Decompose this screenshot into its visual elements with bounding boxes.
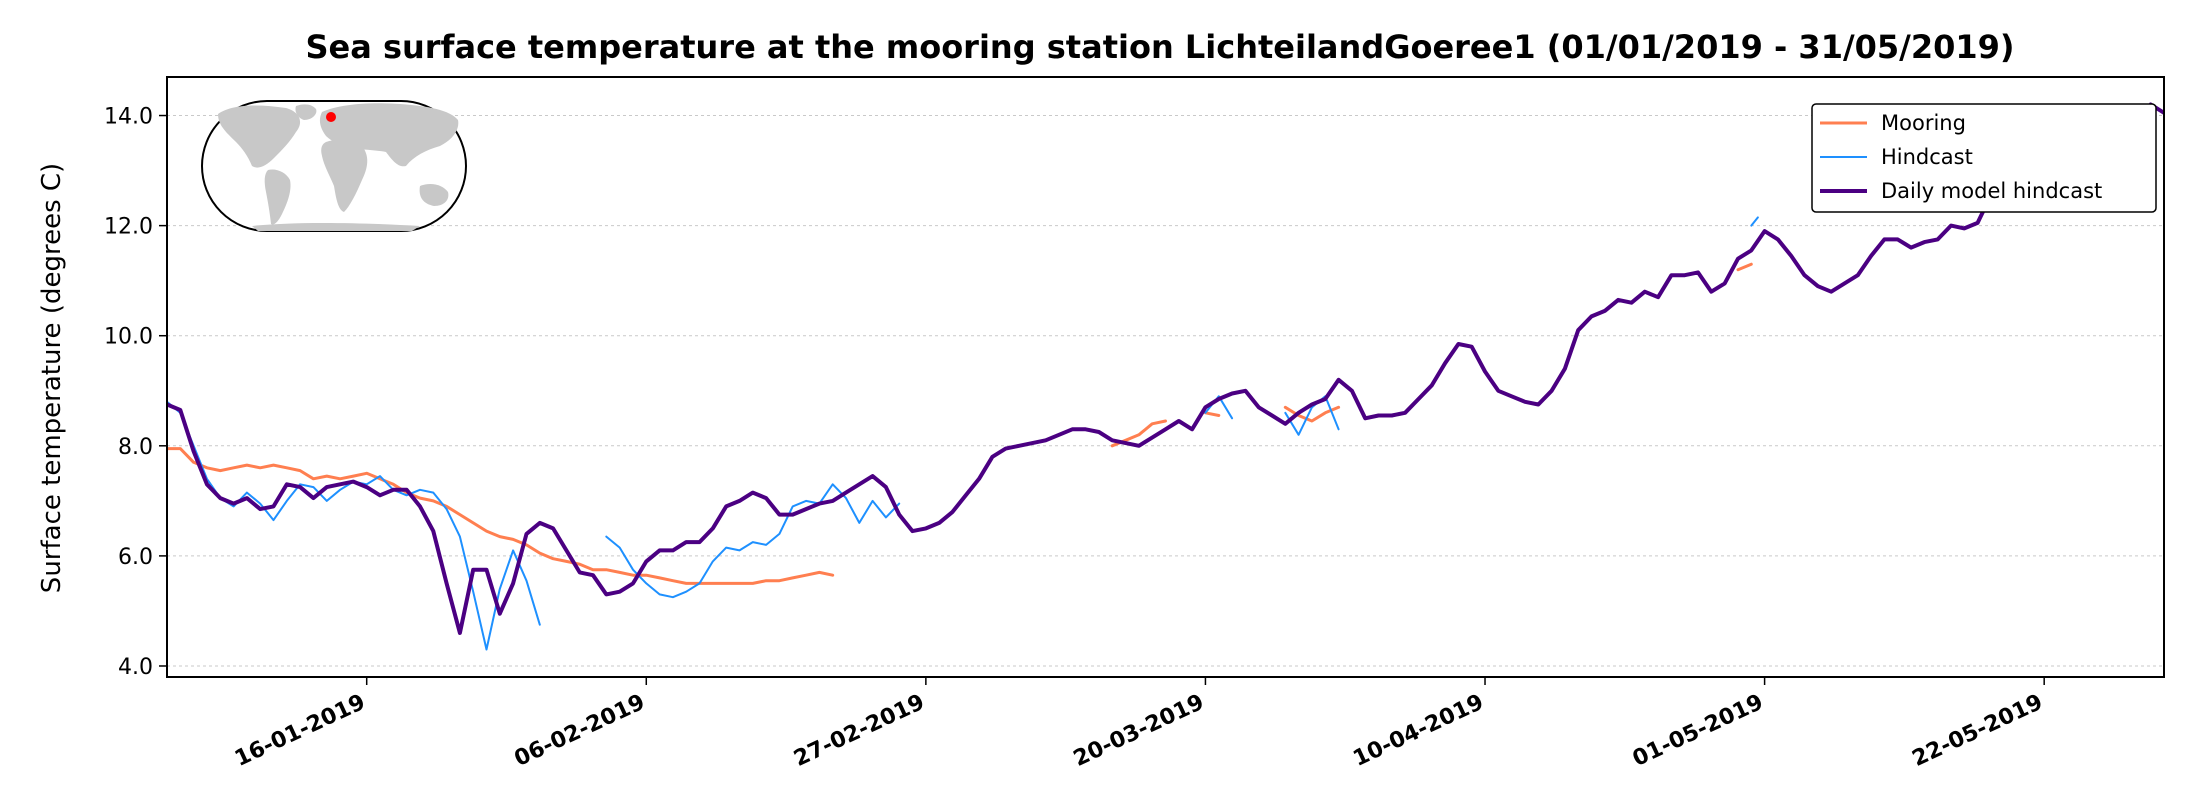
- series-line-hindcast: [1204, 395, 1234, 420]
- y-tick-label: 8.0: [118, 435, 153, 460]
- legend-box: [1811, 103, 2157, 213]
- europe-asia: [319, 103, 459, 167]
- legend-label-daily-model: Daily model hindcast: [1881, 179, 2102, 203]
- series-line-mooring: [1736, 262, 1753, 272]
- y-tick-label: 6.0: [118, 545, 153, 570]
- x-tick-label: 20-03-2019: [1070, 690, 1208, 772]
- y-tick-label: 10.0: [104, 325, 153, 350]
- south-america: [264, 169, 291, 225]
- x-axis: 16-01-2019 06-02-2019 27-02-2019 20-03-2019…: [231, 677, 2047, 772]
- series-line-mooring: [1203, 411, 1221, 417]
- y-tick-label: 12.0: [104, 215, 153, 240]
- y-axis-label: Surface temperature (degrees C): [37, 163, 67, 593]
- x-tick-label: 22-05-2019: [1909, 690, 2047, 772]
- series-line-mooring: [1283, 405, 1341, 423]
- axes-frame: [166, 76, 2165, 678]
- greenland: [295, 104, 317, 120]
- gridlines: [167, 115, 2164, 667]
- series-line-hindcast: [1284, 395, 1340, 436]
- series-lines: [167, 102, 2164, 651]
- series-line-hindcast: [167, 400, 541, 651]
- legend: Mooring Hindcast Daily model hindcast: [1811, 103, 2157, 213]
- y-axis: 4.0 6.0 8.0 10.0 12.0 14.0: [104, 105, 167, 680]
- legend-label-mooring: Mooring: [1881, 111, 1966, 135]
- x-tick-label: 27-02-2019: [790, 690, 928, 772]
- x-tick-label: 01-05-2019: [1629, 690, 1767, 772]
- legend-label-hindcast: Hindcast: [1881, 145, 1973, 169]
- series-line-hindcast: [1750, 216, 1759, 227]
- world-map-inset: [201, 100, 467, 232]
- australia: [419, 184, 449, 206]
- chart-title: Sea surface temperature at the mooring s…: [305, 28, 2014, 66]
- x-tick-label: 10-04-2019: [1349, 690, 1487, 772]
- x-tick-label: 16-01-2019: [231, 690, 369, 772]
- x-tick-label: 06-02-2019: [511, 690, 649, 772]
- map-land: [218, 103, 459, 231]
- antarctica: [252, 223, 420, 231]
- y-tick-label: 4.0: [118, 655, 153, 680]
- y-tick-label: 14.0: [104, 105, 153, 130]
- series-line-hindcast: [605, 483, 901, 599]
- north-america: [218, 105, 301, 168]
- series-line-daily-model-hindcast: [167, 102, 2164, 635]
- africa: [321, 139, 368, 212]
- plot-area: [167, 102, 2164, 651]
- series-line-mooring: [167, 447, 835, 585]
- station-marker: [326, 112, 336, 122]
